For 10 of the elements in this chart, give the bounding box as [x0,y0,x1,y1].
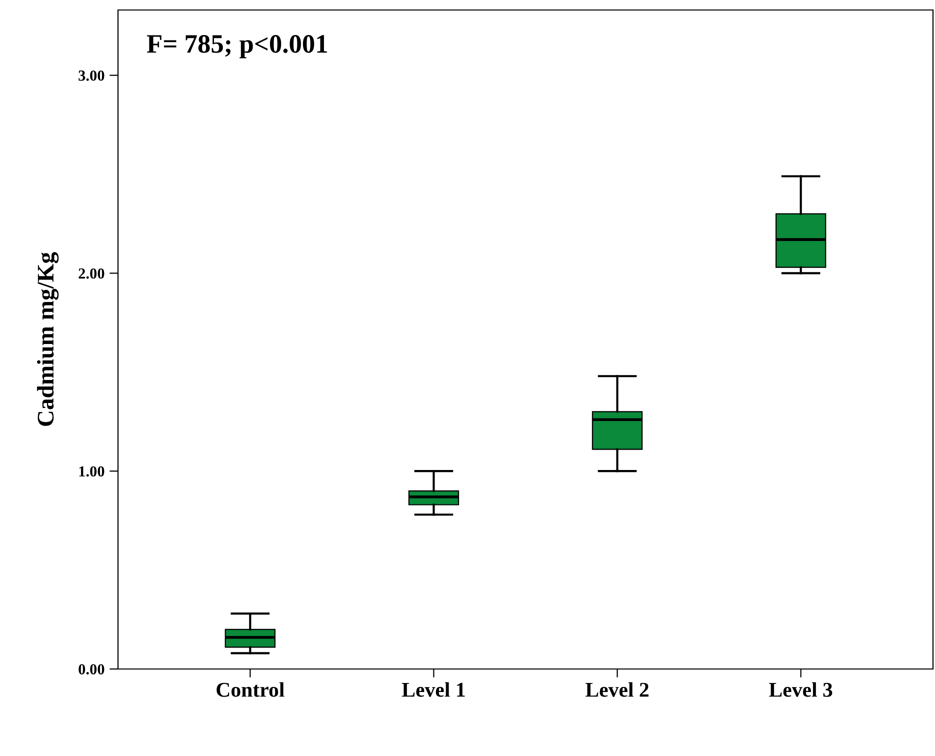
x-tick-label: Level 3 [769,682,832,697]
y-tick-label: 0.00 [78,664,104,675]
y-tick-label: 1.00 [79,466,104,477]
y-tick-label: 2.00 [78,268,104,279]
x-tick-label: Control [216,682,284,697]
x-tick-label: Level 2 [586,682,648,697]
y-tick-label: 3.00 [78,70,104,81]
y-axis-title: Cadmium mg/Kg [37,252,59,426]
annotation: F= 785; p<0.001 [146,35,327,58]
x-tick-label: Level 1 [402,682,465,697]
